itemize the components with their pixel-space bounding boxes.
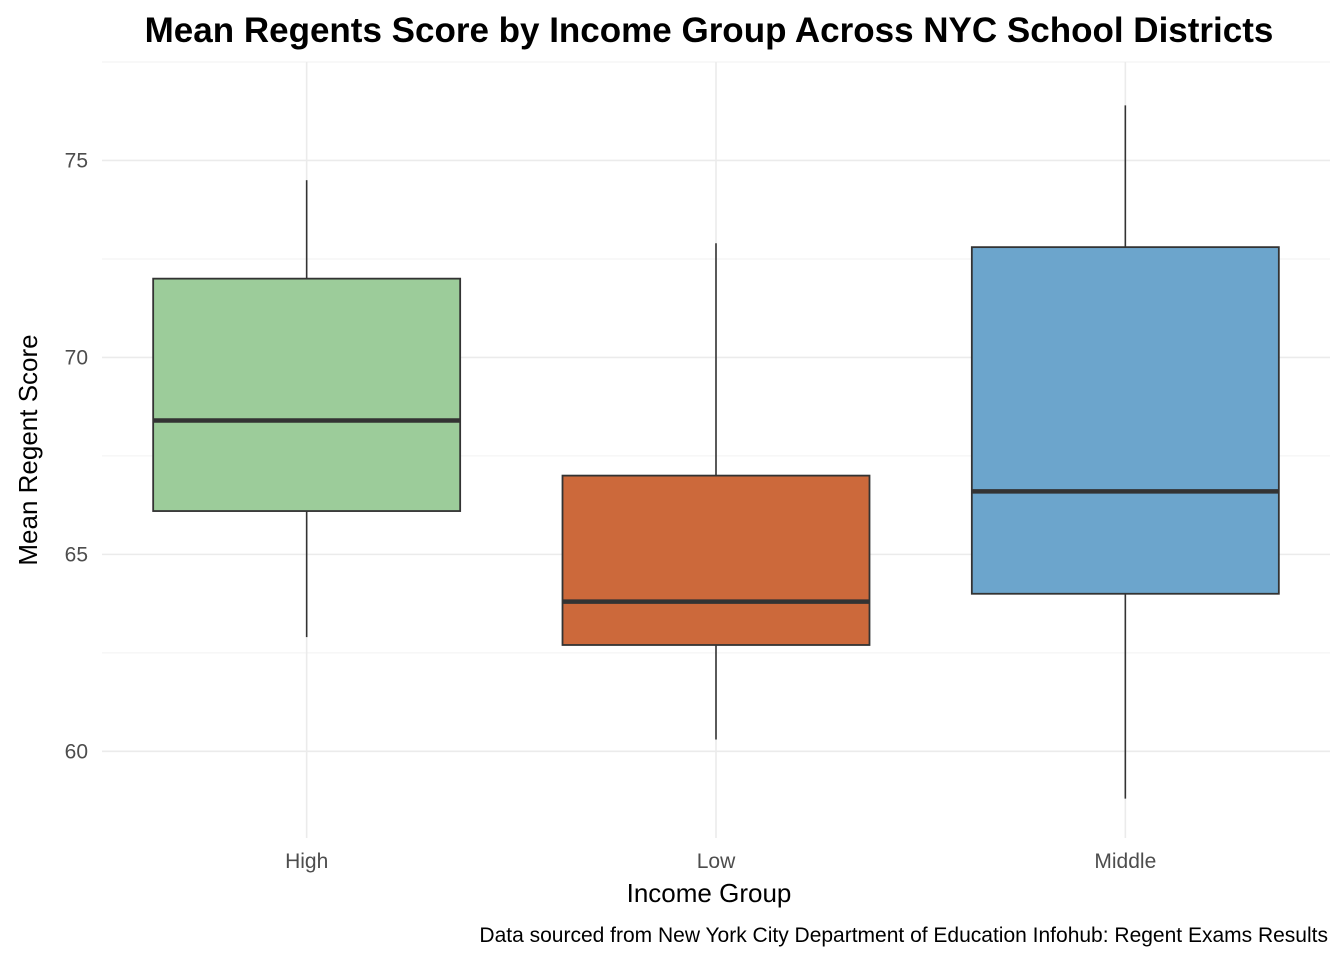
chart-title: Mean Regents Score by Income Group Acros… — [145, 11, 1274, 50]
x-tick-label: Middle — [1094, 850, 1156, 873]
tick-labels: 60 65 70 75 High Low Middle — [65, 149, 1157, 873]
boxes — [152, 105, 1280, 799]
x-tick-label: Low — [697, 850, 736, 873]
box-high — [152, 180, 462, 638]
box-low — [561, 243, 871, 740]
y-tick-label: 65 — [65, 543, 88, 566]
iqr-box — [561, 474, 871, 646]
y-tick-label: 70 — [65, 346, 88, 369]
y-tick-label: 75 — [65, 149, 88, 172]
x-tick-label: High — [285, 850, 328, 873]
y-tick-label: 60 — [65, 740, 88, 763]
y-axis-title: Mean Regent Score — [13, 334, 43, 565]
caption: Data sourced from New York City Departme… — [479, 924, 1328, 947]
x-axis-title: Income Group — [627, 878, 792, 908]
iqr-box — [152, 277, 462, 512]
iqr-box — [970, 246, 1280, 595]
box-middle — [970, 105, 1280, 799]
